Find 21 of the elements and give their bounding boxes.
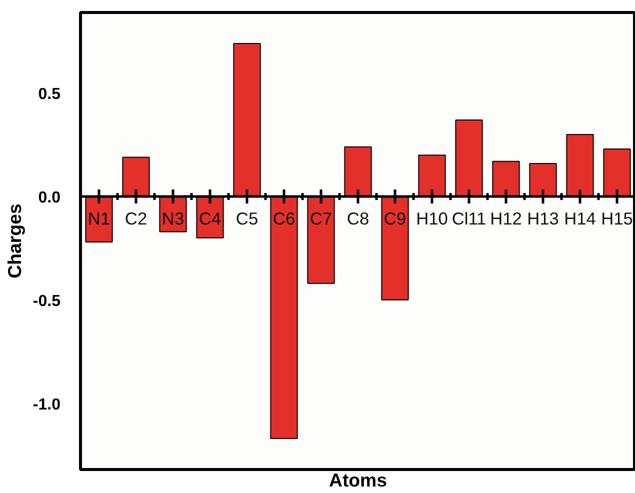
x-tick-label: H14 [564, 208, 596, 229]
y-axis-title: Charges [4, 204, 25, 278]
x-tick-label: C7 [310, 208, 332, 229]
y-tick-label: 0.0 [38, 190, 61, 207]
x-tick-label: H10 [416, 208, 448, 229]
x-tick-label: N1 [88, 208, 110, 229]
x-tick-label: H15 [601, 208, 633, 229]
x-tick-label: N3 [162, 208, 184, 229]
x-tick-label: H13 [527, 208, 559, 229]
y-tick-label: -0.5 [32, 292, 61, 310]
x-tick-label: C4 [198, 208, 222, 229]
x-tick-label: C9 [384, 208, 406, 229]
y-tick-label: -1.0 [32, 396, 61, 414]
x-tick-label: C5 [236, 208, 258, 229]
x-tick-label: Cl11 [452, 208, 486, 229]
x-tick-label: C8 [346, 208, 370, 229]
x-tick-label: C2 [124, 208, 148, 229]
x-tick-label: C6 [272, 208, 296, 229]
y-tick-label: 0.5 [38, 86, 61, 104]
x-tick-label: H12 [490, 208, 522, 229]
x-axis-title: Atoms [328, 470, 388, 490]
